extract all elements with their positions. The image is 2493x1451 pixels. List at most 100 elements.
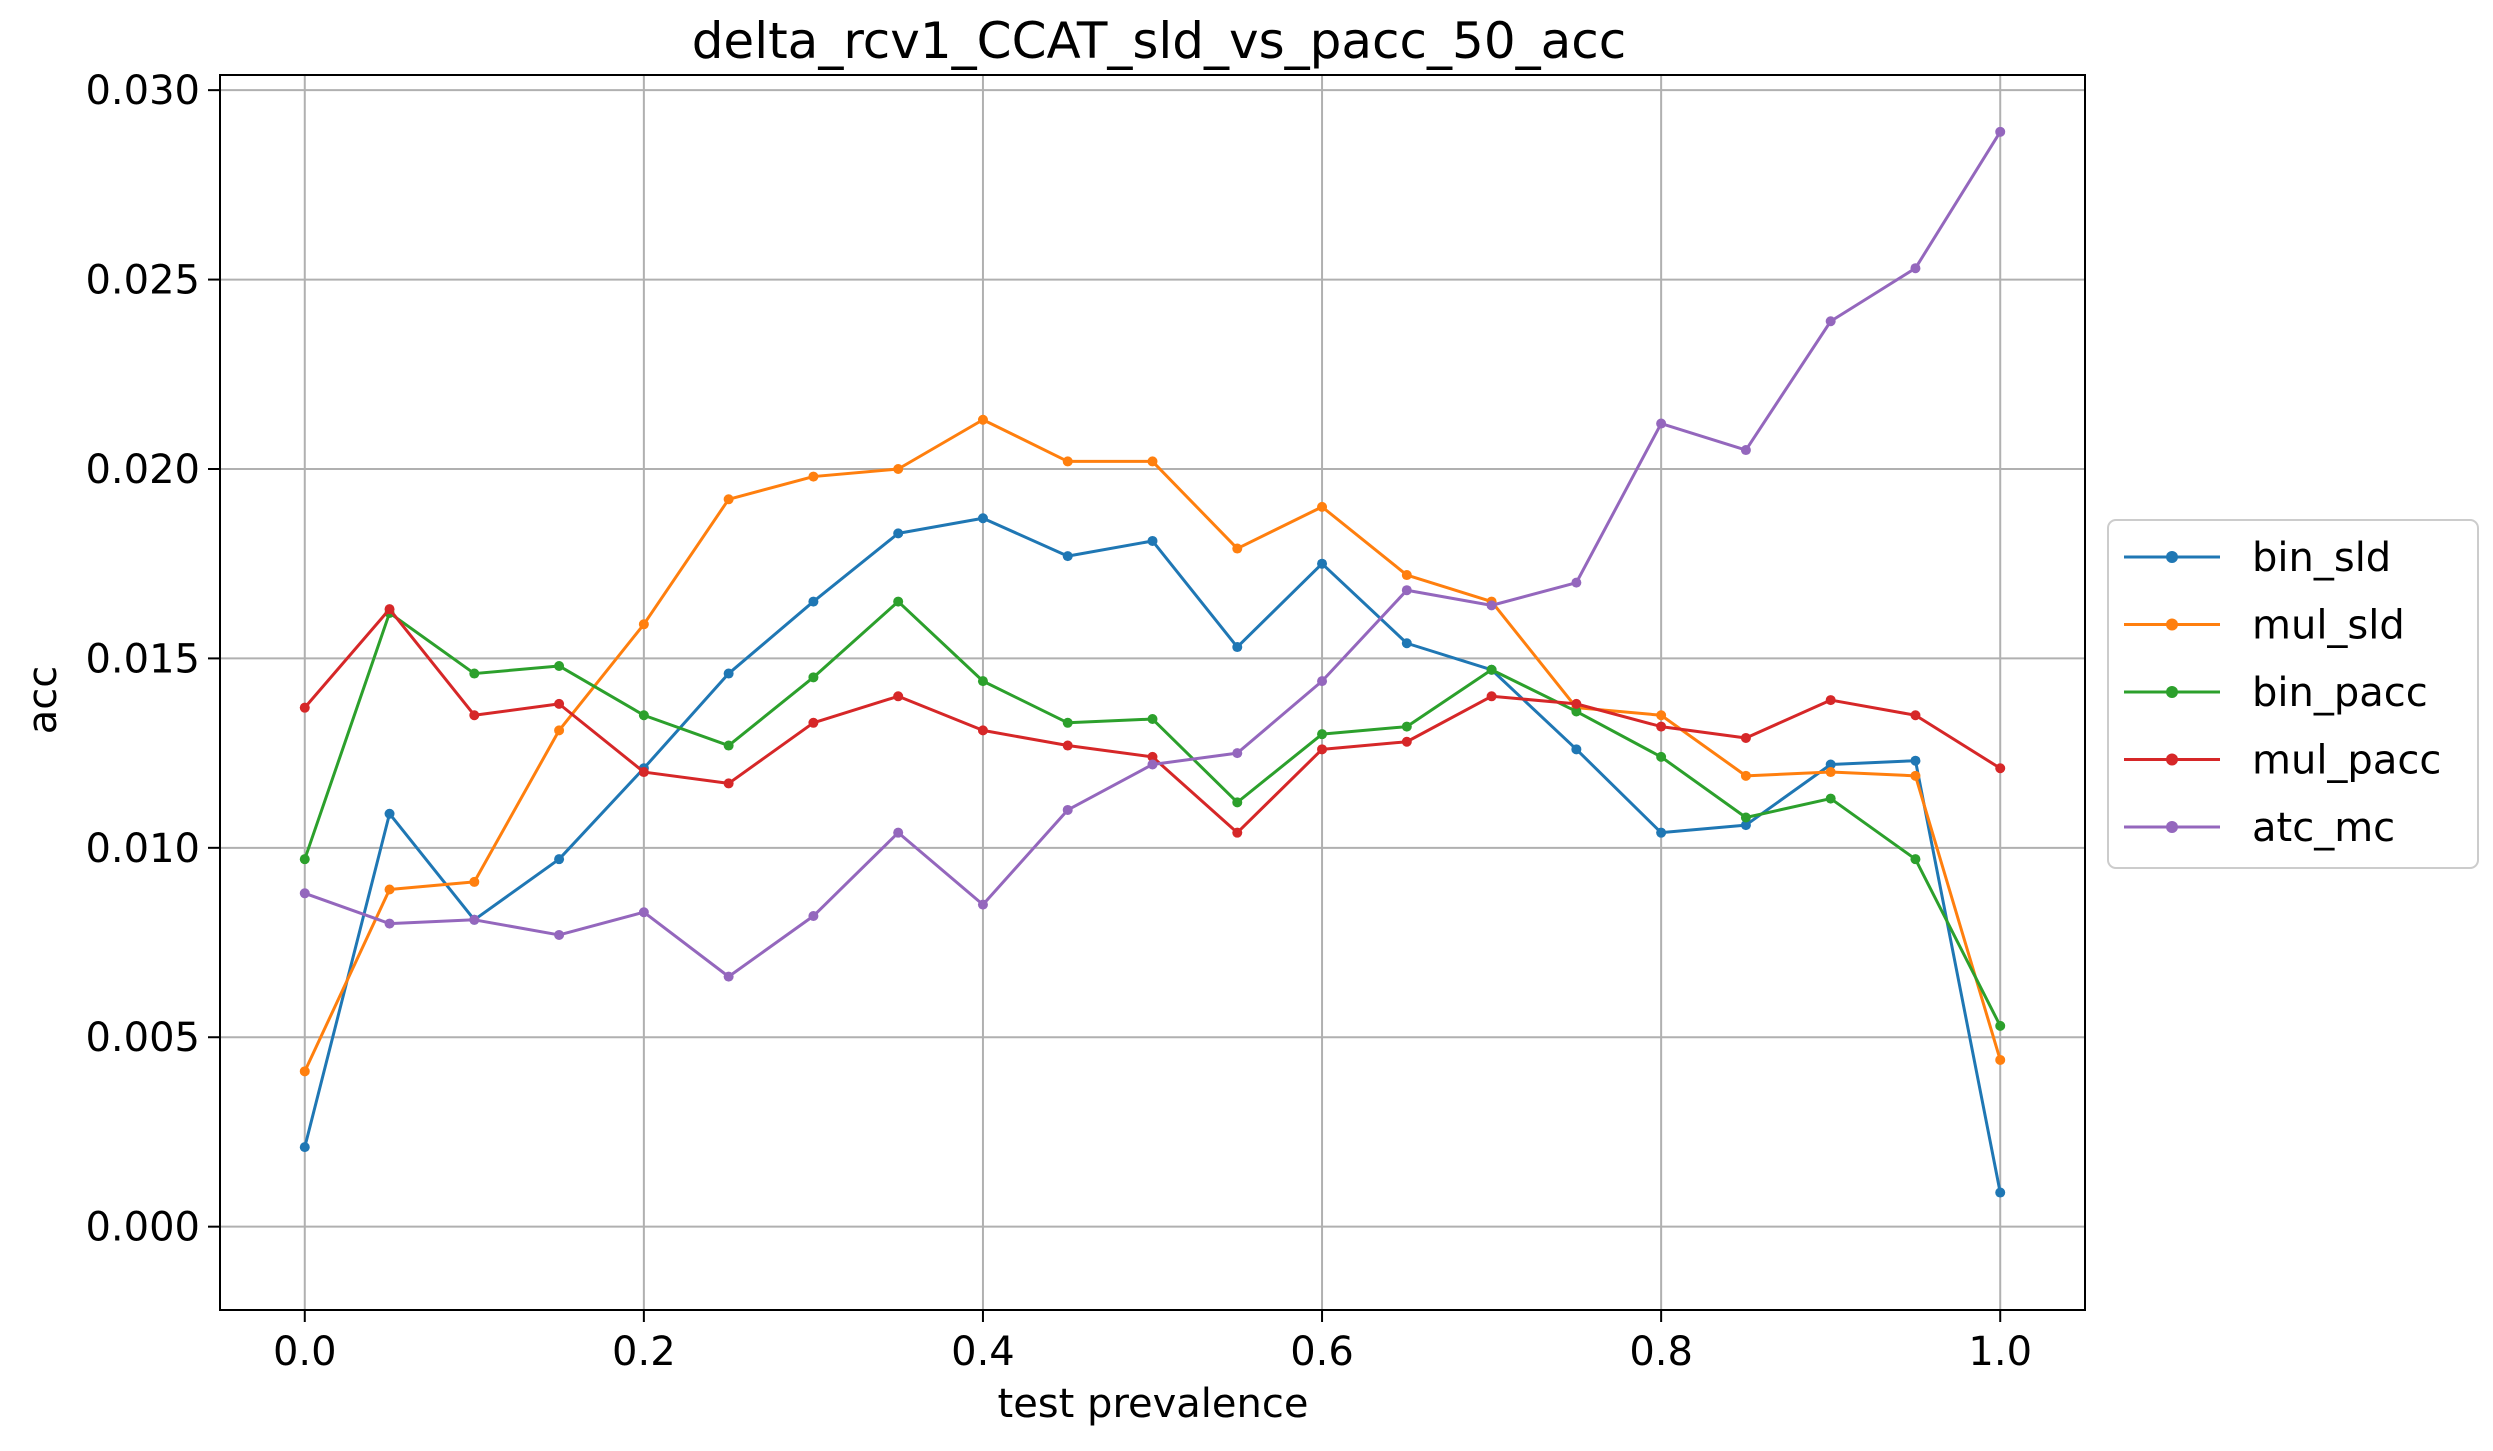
legend-swatch-marker [2166,551,2178,563]
data-point-mul_sld [384,884,395,895]
data-point-mul_sld [1062,456,1073,467]
data-point-bin_pacc [1147,714,1158,725]
legend-label: bin_sld [2252,535,2391,581]
x-tick-label: 1.0 [1968,1329,2032,1375]
data-point-mul_pacc [1995,763,2006,774]
data-point-mul_sld [1232,543,1243,554]
data-point-mul_pacc [1486,691,1497,702]
data-point-bin_pacc [1317,729,1328,740]
series-bin_sld [299,513,2006,1198]
data-point-mul_sld [723,494,734,505]
x-tick-label: 0.0 [273,1329,337,1375]
data-point-atc_mc [893,827,904,838]
legend-label: atc_mc [2252,805,2395,851]
data-point-mul_pacc [1910,710,1921,721]
chart-title: delta_rcv1_CCAT_sld_vs_pacc_50_acc [692,12,1627,70]
data-point-mul_sld [469,876,480,887]
y-axis-label: acc [20,666,66,735]
data-point-bin_pacc [1995,1020,2006,1031]
data-point-atc_mc [384,918,395,929]
data-point-atc_mc [1995,126,2006,137]
data-point-bin_sld [1910,755,1921,766]
legend-item-bin_sld: bin_sld [2124,535,2391,581]
data-point-mul_pacc [1401,736,1412,747]
data-point-atc_mc [1825,316,1836,327]
data-point-mul_pacc [384,604,395,615]
data-point-bin_pacc [1062,717,1073,728]
data-point-atc_mc [1486,600,1497,611]
data-point-bin_pacc [1571,706,1582,717]
grid-lines [220,75,2085,1310]
data-point-mul_sld [1740,770,1751,781]
series-mul_pacc [299,604,2006,838]
data-point-atc_mc [1571,577,1582,588]
y-tick-label: 0.030 [85,68,200,114]
y-tick-label: 0.005 [85,1015,200,1061]
data-point-mul_pacc [638,767,649,778]
data-point-mul_pacc [554,698,565,709]
data-point-bin_sld [384,808,395,819]
data-point-bin_sld [1825,759,1836,770]
data-point-atc_mc [1740,445,1751,456]
series-mul_sld [299,414,2006,1077]
data-point-mul_pacc [1740,732,1751,743]
data-point-bin_pacc [1740,812,1751,823]
series-lines [299,126,2006,1198]
data-point-atc_mc [1147,759,1158,770]
data-point-bin_sld [1401,638,1412,649]
series-bin_pacc [299,596,2006,1031]
y-tick-label: 0.025 [85,258,200,304]
data-point-atc_mc [1317,676,1328,687]
data-point-bin_pacc [893,596,904,607]
y-tick-label: 0.010 [85,826,200,872]
data-point-bin_sld [893,528,904,539]
x-tick-label: 0.2 [612,1329,676,1375]
data-point-bin_pacc [723,740,734,751]
data-point-mul_sld [1825,767,1836,778]
data-point-bin_sld [1571,744,1582,755]
data-point-bin_sld [1232,642,1243,653]
data-point-mul_pacc [1147,751,1158,762]
data-point-mul_pacc [1656,721,1667,732]
data-point-bin_pacc [1486,664,1497,675]
data-point-bin_pacc [977,676,988,687]
legend-swatch-marker [2166,821,2178,833]
y-tick-label: 0.000 [85,1205,200,1251]
data-point-mul_sld [638,619,649,630]
data-point-bin_pacc [554,660,565,671]
data-point-atc_mc [638,907,649,918]
data-point-mul_sld [1656,710,1667,721]
data-point-mul_sld [1401,570,1412,581]
data-point-mul_pacc [469,710,480,721]
axis-ticks: 0.0 0.2 0.4 0.6 0.8 1.0 0.000 0.005 0.010 0.015 0.… [85,68,2032,1375]
data-point-mul_pacc [808,717,819,728]
data-point-bin_pacc [638,710,649,721]
data-point-mul_pacc [1571,698,1582,709]
data-point-atc_mc [723,971,734,982]
data-point-atc_mc [808,911,819,922]
x-tick-label: 0.8 [1629,1329,1693,1375]
data-point-bin_pacc [1401,721,1412,732]
data-point-atc_mc [1062,804,1073,815]
data-point-bin_sld [1656,827,1667,838]
data-point-mul_sld [299,1066,310,1077]
data-point-bin_pacc [299,854,310,865]
x-tick-label: 0.6 [1290,1329,1354,1375]
data-point-atc_mc [1910,263,1921,274]
legend-item-bin_pacc: bin_pacc [2124,670,2428,716]
legend-swatch-marker [2166,618,2178,631]
legend-label: mul_pacc [2252,738,2441,784]
plot-frame [219,74,2086,1311]
y-tick-label: 0.020 [85,447,200,493]
data-point-mul_sld [1317,501,1328,512]
data-point-atc_mc [299,888,310,899]
series-atc_mc [299,126,2006,982]
data-point-bin_sld [977,513,988,524]
data-point-atc_mc [1232,748,1243,759]
data-point-bin_pacc [1232,797,1243,808]
data-point-mul_pacc [1062,740,1073,751]
data-point-bin_sld [1062,551,1073,562]
